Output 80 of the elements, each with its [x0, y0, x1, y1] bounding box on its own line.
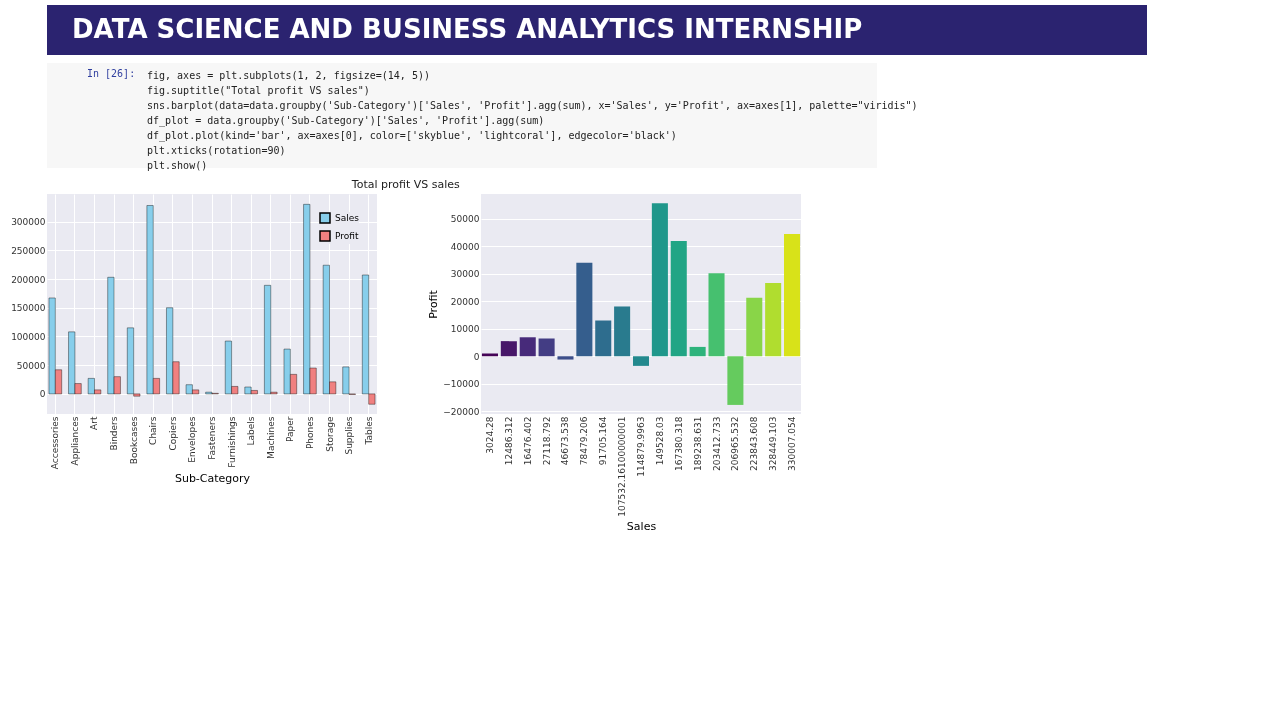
x-tick-label: 114879.9963: [636, 416, 646, 477]
y-tick-label: 150000: [11, 303, 46, 314]
y-tick-label: 30000: [450, 269, 480, 280]
text: fig, axes = plt.subplots(1, 2, figsize=(14, 5)): [147, 69, 430, 81]
x-tick-label: Labels: [246, 416, 257, 446]
bar: [727, 356, 744, 405]
y-tick-label: −10000: [443, 379, 480, 390]
y-tick-label: 20000: [450, 296, 480, 307]
x-tick-label: Envelopes: [187, 416, 198, 463]
x-tick-label: 189238.631: [692, 416, 703, 471]
y-tick-label: 0: [473, 351, 480, 362]
x-tick-label: Appliances: [69, 416, 80, 466]
x-tick-label: 46673.538: [560, 416, 571, 466]
x-tick-label: Machines: [265, 416, 276, 459]
x-tick-label: Chairs: [148, 416, 159, 445]
x-tick-label: 223843.608: [749, 416, 760, 471]
text: DATA SCIENCE AND BUSINESS ANALYTICS INTERNSHIP: [72, 14, 863, 44]
y-tick-label: 50000: [16, 360, 46, 371]
bar: [576, 262, 593, 357]
bar: [765, 283, 782, 357]
x-tick-label: 78479.206: [579, 416, 590, 466]
x-axis-title: Sub-Category: [174, 472, 251, 486]
x-tick-label: 167380.318: [673, 416, 684, 471]
x-tick-label: 328449.103: [768, 416, 779, 471]
x-tick-label: Fasteners: [207, 416, 217, 460]
y-tick-label: 50000: [450, 214, 480, 225]
bar: [689, 346, 706, 357]
x-tick-label: 149528.03: [654, 416, 665, 466]
text: sns.barplot(data=data.groupby('Sub-Category')['Sales', 'Profit'].agg(sum), x='Sales', y='Profit', ax=axes[1], palette="viridis"): [147, 99, 918, 111]
x-tick-label: 330007.054: [787, 416, 798, 471]
legend-label: Profit: [335, 231, 359, 241]
text: fig.suptitle("Total profit VS sales"): [147, 84, 370, 96]
y-tick-label: 300000: [11, 217, 46, 228]
bar: [632, 356, 650, 366]
x-tick-label: Storage: [324, 416, 335, 452]
text: df_plot.plot(kind='bar', ax=axes[0], color=['skyblue', 'lightcoral'], edgecolor='black'): [147, 129, 677, 142]
x-tick-label: 12486.312: [503, 416, 514, 466]
x-axis-title: Sales: [626, 519, 657, 533]
bar: [746, 297, 763, 357]
x-tick-label: 27118.792: [541, 416, 552, 466]
y-tick-label: 0: [39, 389, 46, 400]
bar: [519, 337, 536, 357]
text: plt.show(): [147, 159, 208, 171]
text: Total profit VS sales: [350, 178, 461, 191]
bar: [708, 273, 725, 357]
bar: [595, 320, 612, 357]
text: In [26]:: [87, 68, 136, 79]
bar: [500, 341, 517, 357]
bar: [670, 241, 687, 357]
x-tick-label: Copiers: [167, 416, 178, 451]
bar: [614, 306, 631, 357]
x-tick-label: Furnishings: [226, 416, 237, 468]
text: df_plot = data.groupby('Sub-Category')['Sales', 'Profit'].agg(sum): [147, 114, 545, 127]
y-tick-label: 10000: [450, 324, 480, 335]
x-tick-label: Bookcases: [128, 416, 139, 465]
x-tick-label: 16476.402: [522, 416, 533, 466]
x-tick-label: Phones: [304, 416, 315, 450]
x-tick-label: Tables: [363, 416, 374, 446]
x-tick-label: Paper: [285, 416, 296, 442]
x-tick-label: 203412.733: [711, 416, 722, 471]
bar: [557, 356, 574, 360]
bar: [538, 338, 555, 357]
legend-label: Sales: [335, 213, 360, 223]
bar: [784, 233, 801, 357]
y-axis-title: Profit: [427, 289, 441, 319]
x-tick-label: Accessories: [50, 416, 61, 470]
y-tick-label: −20000: [443, 406, 480, 417]
x-tick-label: Binders: [109, 416, 120, 451]
bar: [651, 203, 668, 357]
y-tick-label: 40000: [450, 241, 480, 252]
y-tick-label: 250000: [11, 245, 46, 256]
y-tick-label: 200000: [11, 274, 46, 285]
y-tick-label: 100000: [11, 331, 46, 342]
x-tick-label: Supplies: [344, 416, 355, 455]
text: plt.xticks(rotation=90): [147, 144, 286, 156]
x-tick-label: Art: [89, 416, 100, 430]
x-tick-label: 3024.28: [484, 416, 495, 454]
x-tick-label: 107532.16100000001: [617, 416, 628, 517]
x-tick-label: 206965.532: [730, 416, 741, 471]
x-tick-label: 91705.164: [598, 416, 609, 466]
